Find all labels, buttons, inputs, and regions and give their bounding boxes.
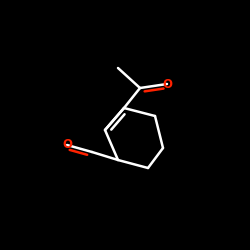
Text: O: O: [162, 78, 172, 90]
Text: O: O: [62, 138, 72, 151]
